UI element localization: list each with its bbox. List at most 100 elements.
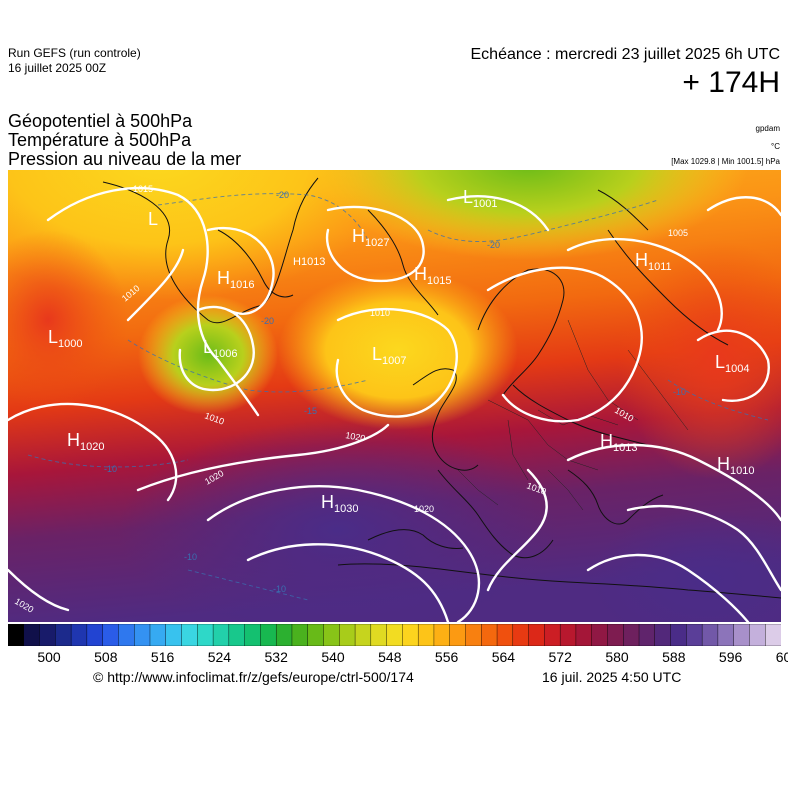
pressure-center-high: H1011 bbox=[635, 250, 672, 273]
coastlines bbox=[102, 177, 781, 599]
color-scale-tick-label: 588 bbox=[662, 649, 686, 665]
pressure-center-low: L1000 bbox=[48, 327, 83, 350]
color-scale-swatch bbox=[638, 624, 656, 646]
color-scale-swatch bbox=[149, 624, 167, 646]
isobar-label: 1015 bbox=[133, 184, 153, 194]
color-scale-swatch bbox=[733, 624, 750, 646]
color-scale-swatch bbox=[481, 624, 498, 646]
color-scale-swatch bbox=[118, 624, 135, 646]
color-scale-tick-label: 596 bbox=[718, 649, 743, 665]
color-scale-swatch bbox=[765, 624, 781, 646]
creation-time: 16 juil. 2025 4:50 UTC bbox=[542, 669, 682, 685]
pressure-center-high: H1010 bbox=[717, 454, 754, 477]
color-scale-swatch bbox=[354, 624, 372, 646]
red-region-east bbox=[618, 240, 781, 480]
color-scale-swatch bbox=[386, 624, 403, 646]
color-scale-swatch bbox=[323, 624, 340, 646]
green-region-atlantic bbox=[138, 295, 278, 415]
isobar-label: 1020 bbox=[414, 504, 434, 514]
color-scale-tick-label: 564 bbox=[491, 649, 516, 665]
isobar-label: 1005 bbox=[668, 228, 688, 238]
color-scale-swatch bbox=[23, 624, 41, 646]
color-scale-swatch bbox=[623, 624, 640, 646]
color-scale-swatch bbox=[717, 624, 735, 646]
color-scale-tick-label: 580 bbox=[605, 649, 629, 665]
color-scale-swatch bbox=[39, 624, 56, 646]
color-scale-swatch bbox=[512, 624, 530, 646]
isobar-label: 1020 bbox=[345, 430, 366, 443]
unit-pressure-range: [Max 1029.8 | Min 1001.5] hPa bbox=[671, 157, 780, 166]
color-scale-swatch bbox=[402, 624, 419, 646]
forecast-offset: + 174H bbox=[682, 66, 780, 99]
isobar-label: 1010 bbox=[370, 308, 390, 318]
pressure-center-high: H1013 bbox=[293, 256, 325, 268]
temperature-label: -10 bbox=[184, 552, 197, 562]
color-scale-swatch bbox=[544, 624, 561, 646]
purple-region-south bbox=[118, 420, 558, 622]
pressure-center-low: L1007 bbox=[372, 344, 407, 367]
color-scale-swatch bbox=[607, 624, 624, 646]
pressure-center-low: L1001 bbox=[463, 187, 498, 210]
color-scale-swatch bbox=[670, 624, 687, 646]
yellow-region-central bbox=[278, 270, 518, 430]
pressure-center-low: L1004 bbox=[715, 352, 750, 375]
color-scale-swatch bbox=[370, 624, 388, 646]
color-scale-swatch bbox=[449, 624, 466, 646]
weather-map: L1000 L L1006 H1016 H1027 H1013 H1015 L1… bbox=[8, 170, 781, 622]
color-scale-swatch bbox=[244, 624, 261, 646]
color-scale-swatch bbox=[465, 624, 482, 646]
color-scale-swatch bbox=[654, 624, 672, 646]
run-title: Run GEFS (run controle) bbox=[8, 46, 141, 60]
color-scale-swatch bbox=[197, 624, 214, 646]
temperature-labels: -20 -20 -20 -15 -10 -10 -10 -10 bbox=[104, 190, 686, 594]
title-temperature: Température à 500hPa bbox=[8, 130, 192, 150]
color-scale-tick-label: 556 bbox=[434, 649, 459, 665]
color-scale-swatch bbox=[181, 624, 198, 646]
color-scale-swatch bbox=[528, 624, 545, 646]
color-scale-swatch bbox=[228, 624, 246, 646]
color-scale-tick-label: 500 bbox=[37, 649, 61, 665]
temperature-label: -10 bbox=[104, 464, 117, 474]
color-scale-tick-label: 572 bbox=[548, 649, 572, 665]
color-scale-swatch bbox=[575, 624, 593, 646]
color-scale-swatch bbox=[275, 624, 293, 646]
color-scale-tick-label: 516 bbox=[150, 649, 175, 665]
unit-geopotential: gpdam bbox=[755, 124, 780, 133]
color-scale-swatch bbox=[307, 624, 325, 646]
color-scale-tick-label: 524 bbox=[207, 649, 232, 665]
temperature-label: -20 bbox=[276, 190, 289, 200]
run-date: 16 juillet 2025 00Z bbox=[8, 61, 107, 75]
color-scale-tick-label: 532 bbox=[264, 649, 288, 665]
color-scale-swatch bbox=[8, 624, 25, 646]
pressure-center-high: H1016 bbox=[217, 268, 254, 291]
color-scale-tick-label: 540 bbox=[321, 649, 345, 665]
isobars bbox=[8, 186, 781, 622]
pressure-center-high: H1027 bbox=[352, 226, 389, 249]
color-scale-swatch bbox=[749, 624, 766, 646]
pressure-center-high: H1013 bbox=[600, 431, 637, 454]
color-scale-swatch bbox=[102, 624, 119, 646]
pressure-center-high: H1030 bbox=[321, 492, 358, 515]
color-scale-swatch bbox=[496, 624, 514, 646]
temperature-label: -10 bbox=[273, 584, 286, 594]
color-scale-swatch bbox=[70, 624, 88, 646]
pressure-center-low: L1006 bbox=[203, 337, 238, 360]
color-scale-swatch bbox=[559, 624, 577, 646]
color-scale-tick-label: 508 bbox=[94, 649, 118, 665]
temperature-label: -15 bbox=[304, 406, 317, 416]
unit-temperature: °C bbox=[771, 142, 780, 151]
pressure-center-low: L bbox=[148, 209, 158, 229]
color-scale-swatch bbox=[686, 624, 703, 646]
source-url: © http://www.infoclimat.fr/z/gefs/europe… bbox=[93, 669, 414, 685]
color-scale-swatch bbox=[591, 624, 608, 646]
color-scale-swatch bbox=[86, 624, 104, 646]
green-region-north bbox=[308, 170, 748, 260]
temperature-label: -10 bbox=[673, 387, 686, 397]
forecast-valid-time: Echéance : mercredi 23 juillet 2025 6h U… bbox=[470, 46, 781, 63]
color-scale-swatch bbox=[433, 624, 451, 646]
pressure-centers: L1000 L L1006 H1016 H1027 H1013 H1015 L1… bbox=[48, 187, 754, 515]
color-scale-tick-label: 548 bbox=[378, 649, 402, 665]
color-scale-ticks: 500 508 516 524 532 540 548 556 564 572 580 588 596 6… bbox=[8, 649, 788, 667]
color-scale-swatch bbox=[165, 624, 183, 646]
color-scale-swatch bbox=[55, 624, 72, 646]
